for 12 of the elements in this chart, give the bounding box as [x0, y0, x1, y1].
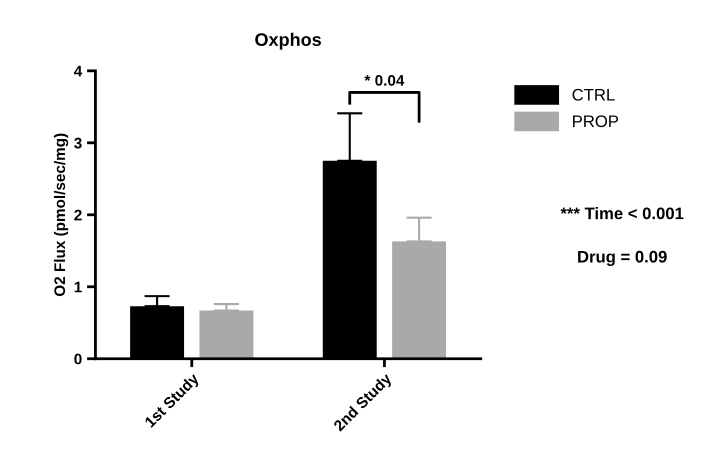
- legend-label: CTRL: [572, 88, 615, 101]
- y-axis-title: O2 Flux (pmol/sec/mg): [54, 134, 68, 296]
- legend-label: PROP: [573, 115, 618, 128]
- y-tick-label: 0: [74, 354, 82, 364]
- text: *** Time < 0.001: [560, 207, 684, 220]
- y-tick-label: 2: [74, 210, 82, 220]
- chart-title: Oxphos: [255, 32, 321, 50]
- y-tick-label: 4: [74, 66, 82, 76]
- text: Drug = 0.09: [578, 250, 667, 266]
- y-tick-label: 1: [74, 282, 82, 292]
- y-tick-label: 3: [74, 138, 82, 149]
- annotation: * 0.04: [364, 74, 404, 86]
